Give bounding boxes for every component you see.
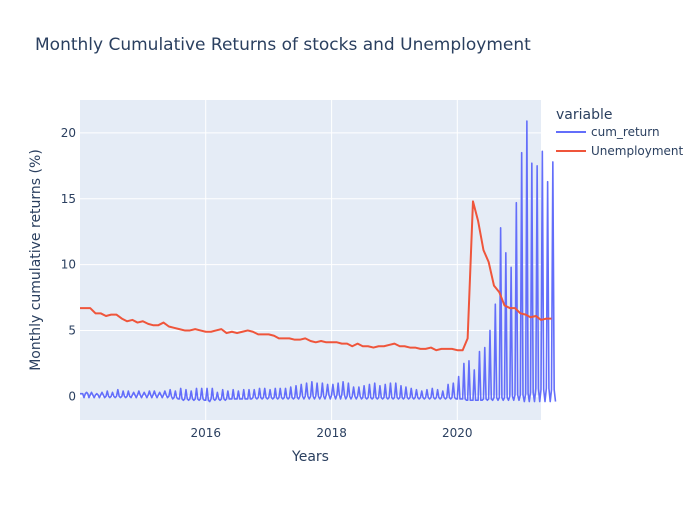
y-tick-label: 20 [61, 126, 76, 140]
y-axis-title: Monthly cumulative returns (%) [28, 149, 44, 371]
x-axis-title: Years [291, 449, 329, 465]
legend-title: variable [556, 107, 612, 123]
x-tick-label: 2018 [316, 426, 347, 440]
chart-title: Monthly Cumulative Returns of stocks and… [35, 35, 531, 55]
y-tick-label: 10 [61, 258, 76, 272]
y-tick-label: 15 [61, 192, 76, 206]
y-tick-label: 0 [68, 389, 76, 403]
legend-item-unemployment[interactable]: Unemployment [556, 144, 684, 158]
x-tick-label: 2020 [442, 426, 473, 440]
series-line-unemployment [80, 200, 552, 352]
x-tick-label: 2016 [190, 426, 221, 440]
legend-label-cum-return: cum_return [591, 125, 660, 139]
tick-labels: 0 5 10 15 20 2016 2018 2020 [61, 126, 473, 440]
series-layer [80, 120, 557, 403]
legend-item-cum-return[interactable]: cum_return [556, 125, 660, 139]
y-tick-label: 5 [68, 323, 76, 337]
plot-area [80, 100, 541, 420]
legend: variable cum_return Unemployment [556, 107, 684, 158]
series-line-cum-return [80, 120, 557, 403]
legend-label-unemployment: Unemployment [591, 144, 684, 158]
